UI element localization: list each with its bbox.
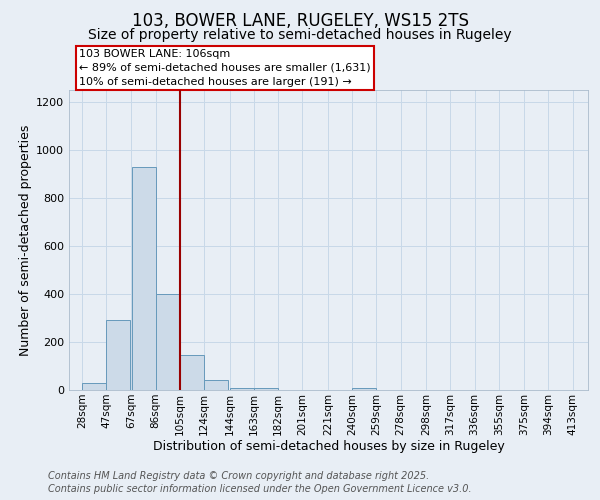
X-axis label: Distribution of semi-detached houses by size in Rugeley: Distribution of semi-detached houses by … bbox=[152, 440, 505, 454]
Bar bbox=[352, 388, 376, 390]
Text: Size of property relative to semi-detached houses in Rugeley: Size of property relative to semi-detach… bbox=[88, 28, 512, 42]
Text: 103, BOWER LANE, RUGELEY, WS15 2TS: 103, BOWER LANE, RUGELEY, WS15 2TS bbox=[131, 12, 469, 30]
Bar bbox=[131, 167, 155, 390]
Bar bbox=[205, 380, 228, 390]
Bar bbox=[156, 294, 180, 390]
Bar bbox=[82, 383, 106, 390]
Bar bbox=[180, 355, 204, 390]
Y-axis label: Number of semi-detached properties: Number of semi-detached properties bbox=[19, 124, 32, 356]
Text: 103 BOWER LANE: 106sqm
← 89% of semi-detached houses are smaller (1,631)
10% of : 103 BOWER LANE: 106sqm ← 89% of semi-det… bbox=[79, 49, 371, 87]
Bar bbox=[230, 388, 254, 390]
Text: Contains public sector information licensed under the Open Government Licence v3: Contains public sector information licen… bbox=[48, 484, 472, 494]
Bar bbox=[106, 320, 130, 390]
Text: Contains HM Land Registry data © Crown copyright and database right 2025.: Contains HM Land Registry data © Crown c… bbox=[48, 471, 429, 481]
Bar bbox=[254, 388, 278, 390]
